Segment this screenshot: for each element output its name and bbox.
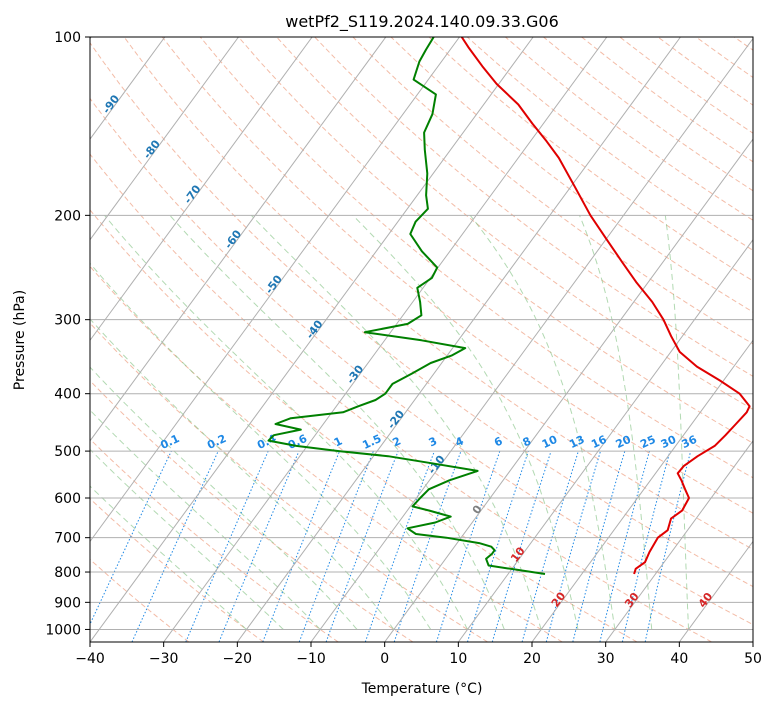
- mixing-ratio-line: [325, 450, 399, 642]
- dry-adiabat-line: [90, 41, 753, 588]
- isotherm-line: [90, 37, 239, 241]
- isotherm-line: [457, 238, 753, 642]
- x-tick-label: 0: [380, 651, 389, 667]
- dry-adiabat-line: [90, 97, 753, 626]
- dry-adiabat-line: [90, 153, 712, 642]
- x-tick-label: 10: [449, 651, 467, 667]
- y-tick-label: 100: [54, 30, 81, 46]
- temperature-profile-line: [460, 37, 751, 575]
- y-tick-label: 200: [54, 208, 81, 224]
- x-axis: −40 −30 −20 −10 0 10 20 30 40 50: [75, 642, 762, 667]
- dewpoint-profile-line: [267, 37, 546, 575]
- mixing-ratio-line: [262, 450, 341, 642]
- dry-adiabat-line: [314, 37, 753, 377]
- y-tick-label: 1000: [45, 622, 81, 638]
- moist-adiabat-line: [352, 214, 579, 630]
- y-tick-label: 500: [54, 444, 81, 460]
- moist-adiabat-line: [104, 214, 468, 630]
- mixing-ratio-label: 10: [540, 433, 560, 451]
- mixing-ratio-line: [435, 450, 501, 642]
- x-tick-label: 20: [523, 651, 541, 667]
- dry-adiabat-line: [123, 37, 753, 550]
- mixing-ratio-line: [644, 450, 692, 642]
- mixing-ratio-line: [545, 450, 601, 642]
- y-axis-label: Pressure (hPa): [12, 290, 28, 390]
- dry-adiabat-line: [90, 438, 339, 642]
- x-tick-label: 50: [744, 651, 762, 667]
- mixing-ratio-line: [298, 450, 374, 642]
- isotherm-line: [90, 37, 313, 342]
- isotherm-line: [163, 37, 608, 642]
- isotherm-line: [236, 37, 681, 642]
- y-axis: 100 200 300 400 500 600 700 800 900 1000: [45, 30, 90, 638]
- mixing-ratio-line: [90, 450, 172, 626]
- isotherm-line: [90, 37, 166, 141]
- y-tick-label: 400: [54, 387, 81, 403]
- y-tick-label: 300: [54, 313, 81, 329]
- mixing-ratio-label: 13: [567, 433, 586, 451]
- mixing-ratio-lines: [90, 450, 692, 642]
- mixing-ratio-label: 36: [680, 433, 700, 451]
- isotherm-line: [605, 440, 753, 642]
- mixing-ratio-label: 25: [638, 433, 657, 451]
- mixing-ratio-label: 30: [659, 433, 679, 451]
- x-tick-label: −40: [75, 651, 105, 667]
- plot-area: -100-90-80-70-60-50-40-30-20-10010203040…: [90, 37, 753, 642]
- dry-adiabat-line: [161, 37, 753, 514]
- dry-adiabat-line: [352, 37, 753, 345]
- mixing-ratio-line: [521, 450, 579, 642]
- isotherm-line: [310, 37, 753, 642]
- profile-series: [267, 37, 751, 575]
- chart-title: wetPf2_S119.2024.140.09.33.G06: [285, 12, 559, 32]
- mixing-ratio-line: [185, 450, 269, 642]
- dry-adiabat-line: [90, 209, 638, 642]
- y-tick-label: 800: [54, 565, 81, 581]
- isotherm-line: [90, 37, 534, 642]
- y-tick-label: 700: [54, 531, 81, 547]
- x-tick-label: −10: [296, 651, 326, 667]
- isotherm-line: [90, 37, 387, 442]
- x-tick-label: −30: [149, 651, 179, 667]
- mixing-ratio-line: [621, 450, 671, 642]
- mixing-ratio-line: [467, 450, 529, 642]
- dry-adiabat-line: [90, 265, 563, 642]
- mixing-ratio-line: [572, 450, 626, 642]
- plot-frame: [89, 36, 754, 643]
- dry-adiabat-line: [276, 37, 753, 410]
- x-tick-label: 40: [670, 651, 688, 667]
- dry-adiabat-line: [90, 558, 190, 642]
- dry-adiabat-line: [199, 37, 753, 479]
- mixing-ratio-label: 16: [589, 433, 609, 451]
- isotherm-line: [531, 339, 753, 642]
- isotherm-gridlines: [90, 37, 753, 642]
- mixing-ratio-line: [218, 450, 300, 642]
- moist-adiabat-line: [90, 262, 432, 630]
- mixing-ratio-line: [364, 450, 435, 642]
- mixing-ratio-label: 20: [614, 433, 634, 451]
- x-tick-label: −20: [223, 651, 253, 667]
- x-axis-label: Temperature (°C): [361, 681, 483, 697]
- x-tick-label: 30: [597, 651, 615, 667]
- y-tick-label: 900: [54, 595, 81, 611]
- y-tick-label: 600: [54, 491, 81, 507]
- moist-adiabat-line: [169, 214, 505, 630]
- isotherm-line: [384, 138, 753, 642]
